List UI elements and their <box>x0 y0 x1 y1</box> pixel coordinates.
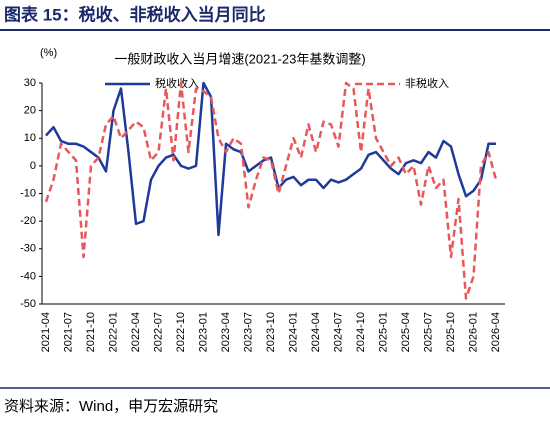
x-tick-label: 2021-07 <box>62 312 74 352</box>
x-tick-label: 2024-07 <box>332 312 344 352</box>
y-axis-label: (%) <box>40 47 57 59</box>
x-tick-label: 2022-10 <box>175 312 187 352</box>
legend-label: 税收收入 <box>155 76 199 90</box>
chart-title: 图表 15：税收、非税收入当月同比 <box>4 4 266 24</box>
x-tick-label: 2023-10 <box>265 312 277 352</box>
x-tick-label: 2024-04 <box>310 312 322 352</box>
subtitle: 一般财政收入当月增速(2021-23年基数调整) <box>114 51 365 66</box>
legend-label: 非税收入 <box>405 76 449 90</box>
y-tick-label: -40 <box>20 270 36 282</box>
y-tick-label: -30 <box>20 243 36 255</box>
y-tick-label: -20 <box>20 215 36 227</box>
x-tick-label: 2022-01 <box>107 312 119 352</box>
x-tick-label: 2023-01 <box>197 312 209 352</box>
x-tick-label: 2025-07 <box>422 312 434 352</box>
x-tick-label: 2023-07 <box>242 312 254 352</box>
x-tick-label: 2025-10 <box>445 312 457 352</box>
y-tick-label: -10 <box>20 187 36 199</box>
x-tick-label: 2022-04 <box>130 312 142 352</box>
x-tick-label: 2025-04 <box>400 312 412 352</box>
x-tick-label: 2026-04 <box>490 312 502 352</box>
x-tick-label: 2024-10 <box>355 312 367 352</box>
x-tick-label: 2021-04 <box>40 312 52 352</box>
y-tick-label: -50 <box>20 298 36 310</box>
source: 资料来源：Wind，申万宏源研究 <box>4 398 218 415</box>
x-tick-label: 2022-07 <box>152 312 164 352</box>
series-line <box>44 81 498 300</box>
x-tick-label: 2026-01 <box>467 312 479 352</box>
y-tick-label: 0 <box>30 160 36 172</box>
x-tick-label: 2025-01 <box>377 312 389 352</box>
y-tick-label: 30 <box>24 77 36 89</box>
series-line <box>45 81 496 237</box>
y-tick-label: 20 <box>24 105 36 117</box>
x-tick-label: 2021-10 <box>85 312 97 352</box>
x-tick-label: 2023-04 <box>220 312 232 352</box>
y-tick-label: 10 <box>24 132 36 144</box>
x-tick-label: 2024-01 <box>287 312 299 352</box>
